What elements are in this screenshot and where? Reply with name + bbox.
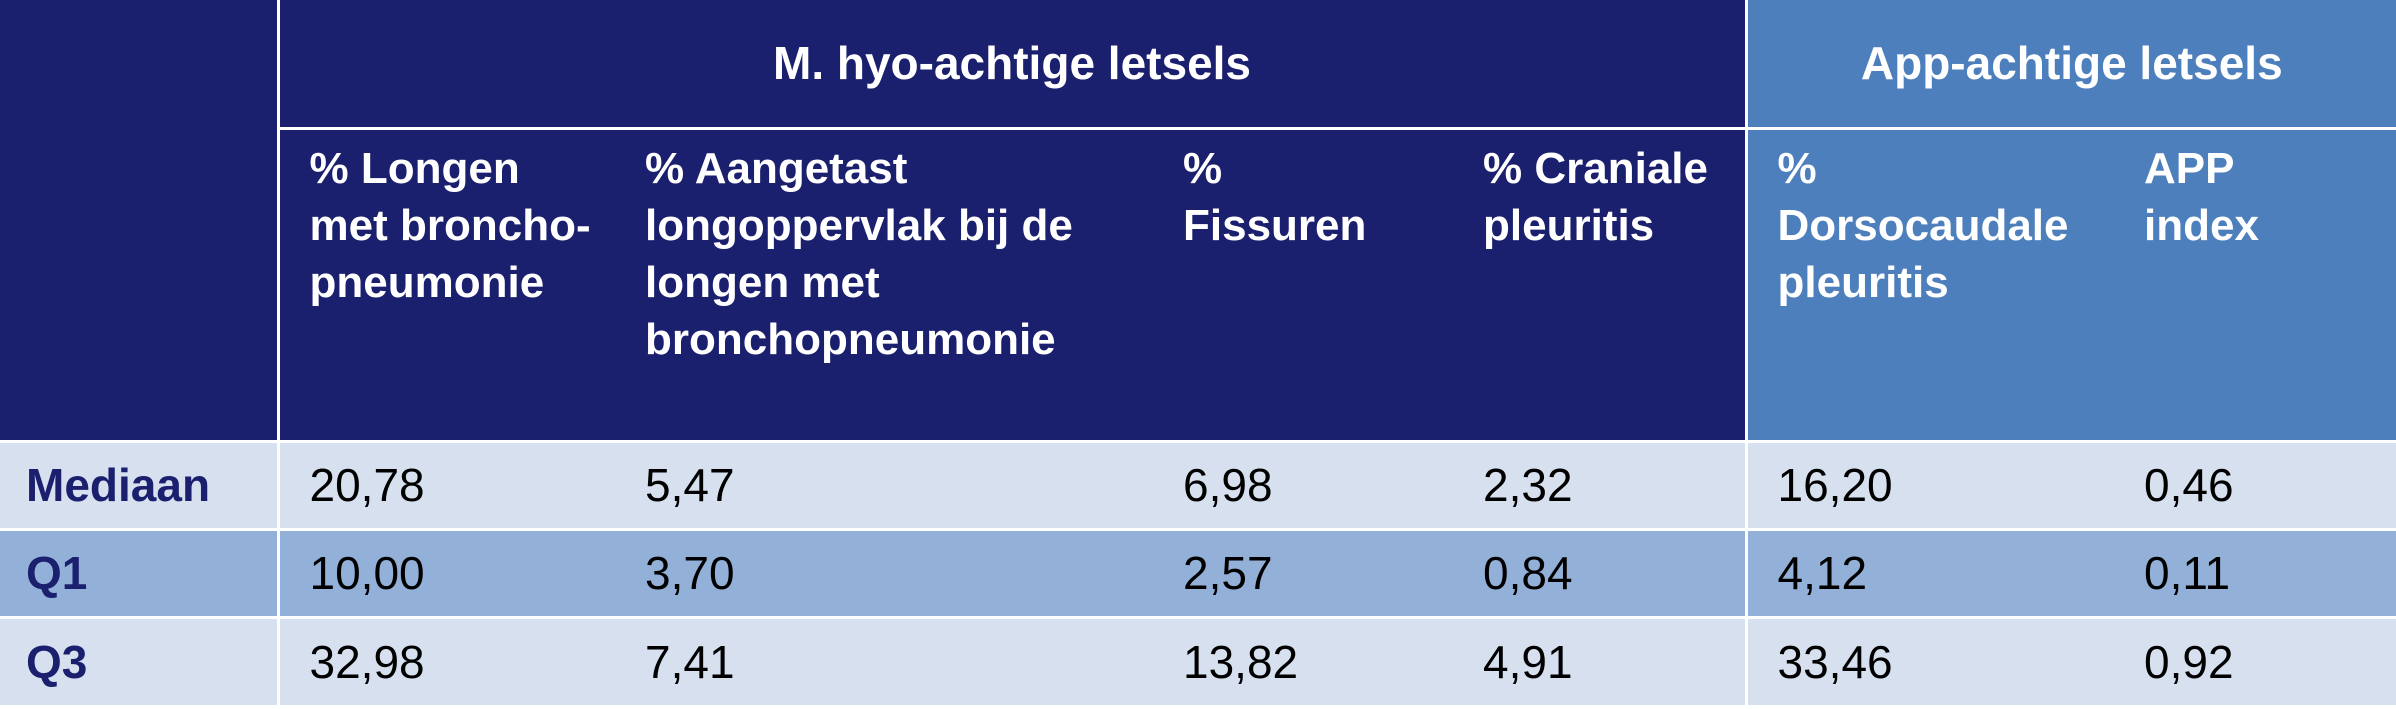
table-cell: 3,70 [615,527,1153,617]
table-cell: 4,12 [1744,527,2115,617]
table-cell: 16,20 [1744,441,2115,529]
group-header-mhyo: M. hyo-achtige letsels [276,0,1747,128]
table-cell: 0,84 [1453,527,1747,617]
column-header-app-index: APP index [2114,126,2396,441]
table-cell: 2,32 [1453,441,1747,529]
table-cell: 2,57 [1153,527,1453,617]
table-cell: 4,91 [1453,615,1747,705]
table-cell: 32,98 [276,615,615,705]
table-cell: 0,92 [2114,615,2396,705]
table-row-q3: Q3 32,98 7,41 13,82 4,91 33,46 0,92 [0,615,2396,705]
table-cell: 13,82 [1153,615,1453,705]
column-header-dorsocaudale: % Dorsocaudale pleuritis [1744,126,2115,441]
table-cell: 33,46 [1744,615,2115,705]
column-header-longen: % Longen met broncho-pneumonie [276,126,615,441]
table-row-q1: Q1 10,00 3,70 2,57 0,84 4,12 0,11 [0,527,2396,617]
group-header-app: App-achtige letsels [1744,0,2396,128]
table-cell: 10,00 [276,527,615,617]
table-cell: 5,47 [615,441,1153,529]
table-cell: 6,98 [1153,441,1453,529]
corner-cell [0,0,278,441]
table-cell: 0,11 [2114,527,2396,617]
column-header-fissuren: % Fissuren [1153,126,1453,441]
row-label: Q1 [0,527,278,617]
table-cell: 20,78 [276,441,615,529]
table-cell: 0,46 [2114,441,2396,529]
column-header-aangetast: % Aangetast longoppervlak bij de longen … [615,126,1153,441]
table-row-mediaan: Mediaan 20,78 5,47 6,98 2,32 16,20 0,46 [0,441,2396,529]
column-header-craniale: % Craniale pleuritis [1453,126,1747,441]
table-cell: 7,41 [615,615,1153,705]
row-label: Mediaan [0,441,278,529]
row-label: Q3 [0,615,278,705]
